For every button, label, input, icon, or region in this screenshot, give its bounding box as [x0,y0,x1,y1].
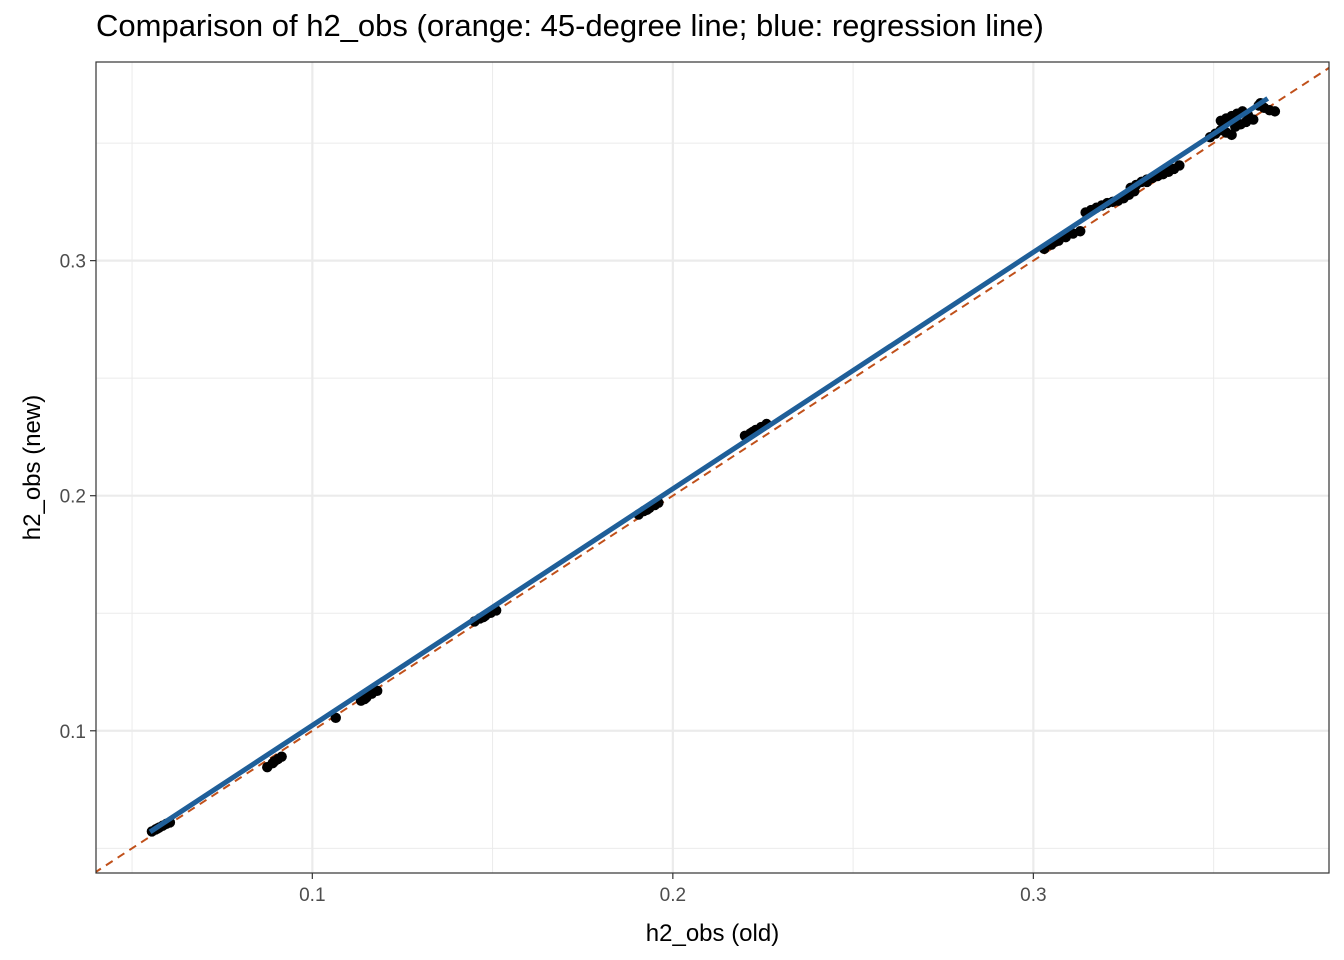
y-tick-label: 0.3 [60,252,86,273]
data-point [1269,106,1281,117]
regression-line [148,96,1270,834]
y-tick-label: 0.1 [60,722,86,743]
data-point [1240,116,1252,128]
data-point [372,685,383,697]
data-point [1075,226,1086,237]
chart-title: Comparison of h2_obs (orange: 45-degree … [96,8,1044,43]
x-tick-label: 0.1 [299,885,325,906]
data-point [269,756,280,767]
regression-line-layer [148,96,1270,834]
x-axis-ticks: 0.1 0.2 0.3 [299,873,1047,906]
data-point [1226,129,1237,141]
data-point [330,712,341,724]
grid-major [96,62,1329,873]
y-tick-label: 0.2 [60,487,86,508]
y-axis-title: h2_obs (new) [19,395,46,540]
panel-border [95,61,1330,874]
x-axis-title: h2_obs (old) [646,920,779,947]
data-point [1174,160,1185,171]
x-tick-label: 0.3 [1020,885,1046,906]
y-axis-ticks: 0.1 0.2 0.3 [60,252,96,743]
grid-minor [96,62,1329,873]
x-tick-label: 0.2 [660,885,686,906]
data-point [359,693,370,705]
